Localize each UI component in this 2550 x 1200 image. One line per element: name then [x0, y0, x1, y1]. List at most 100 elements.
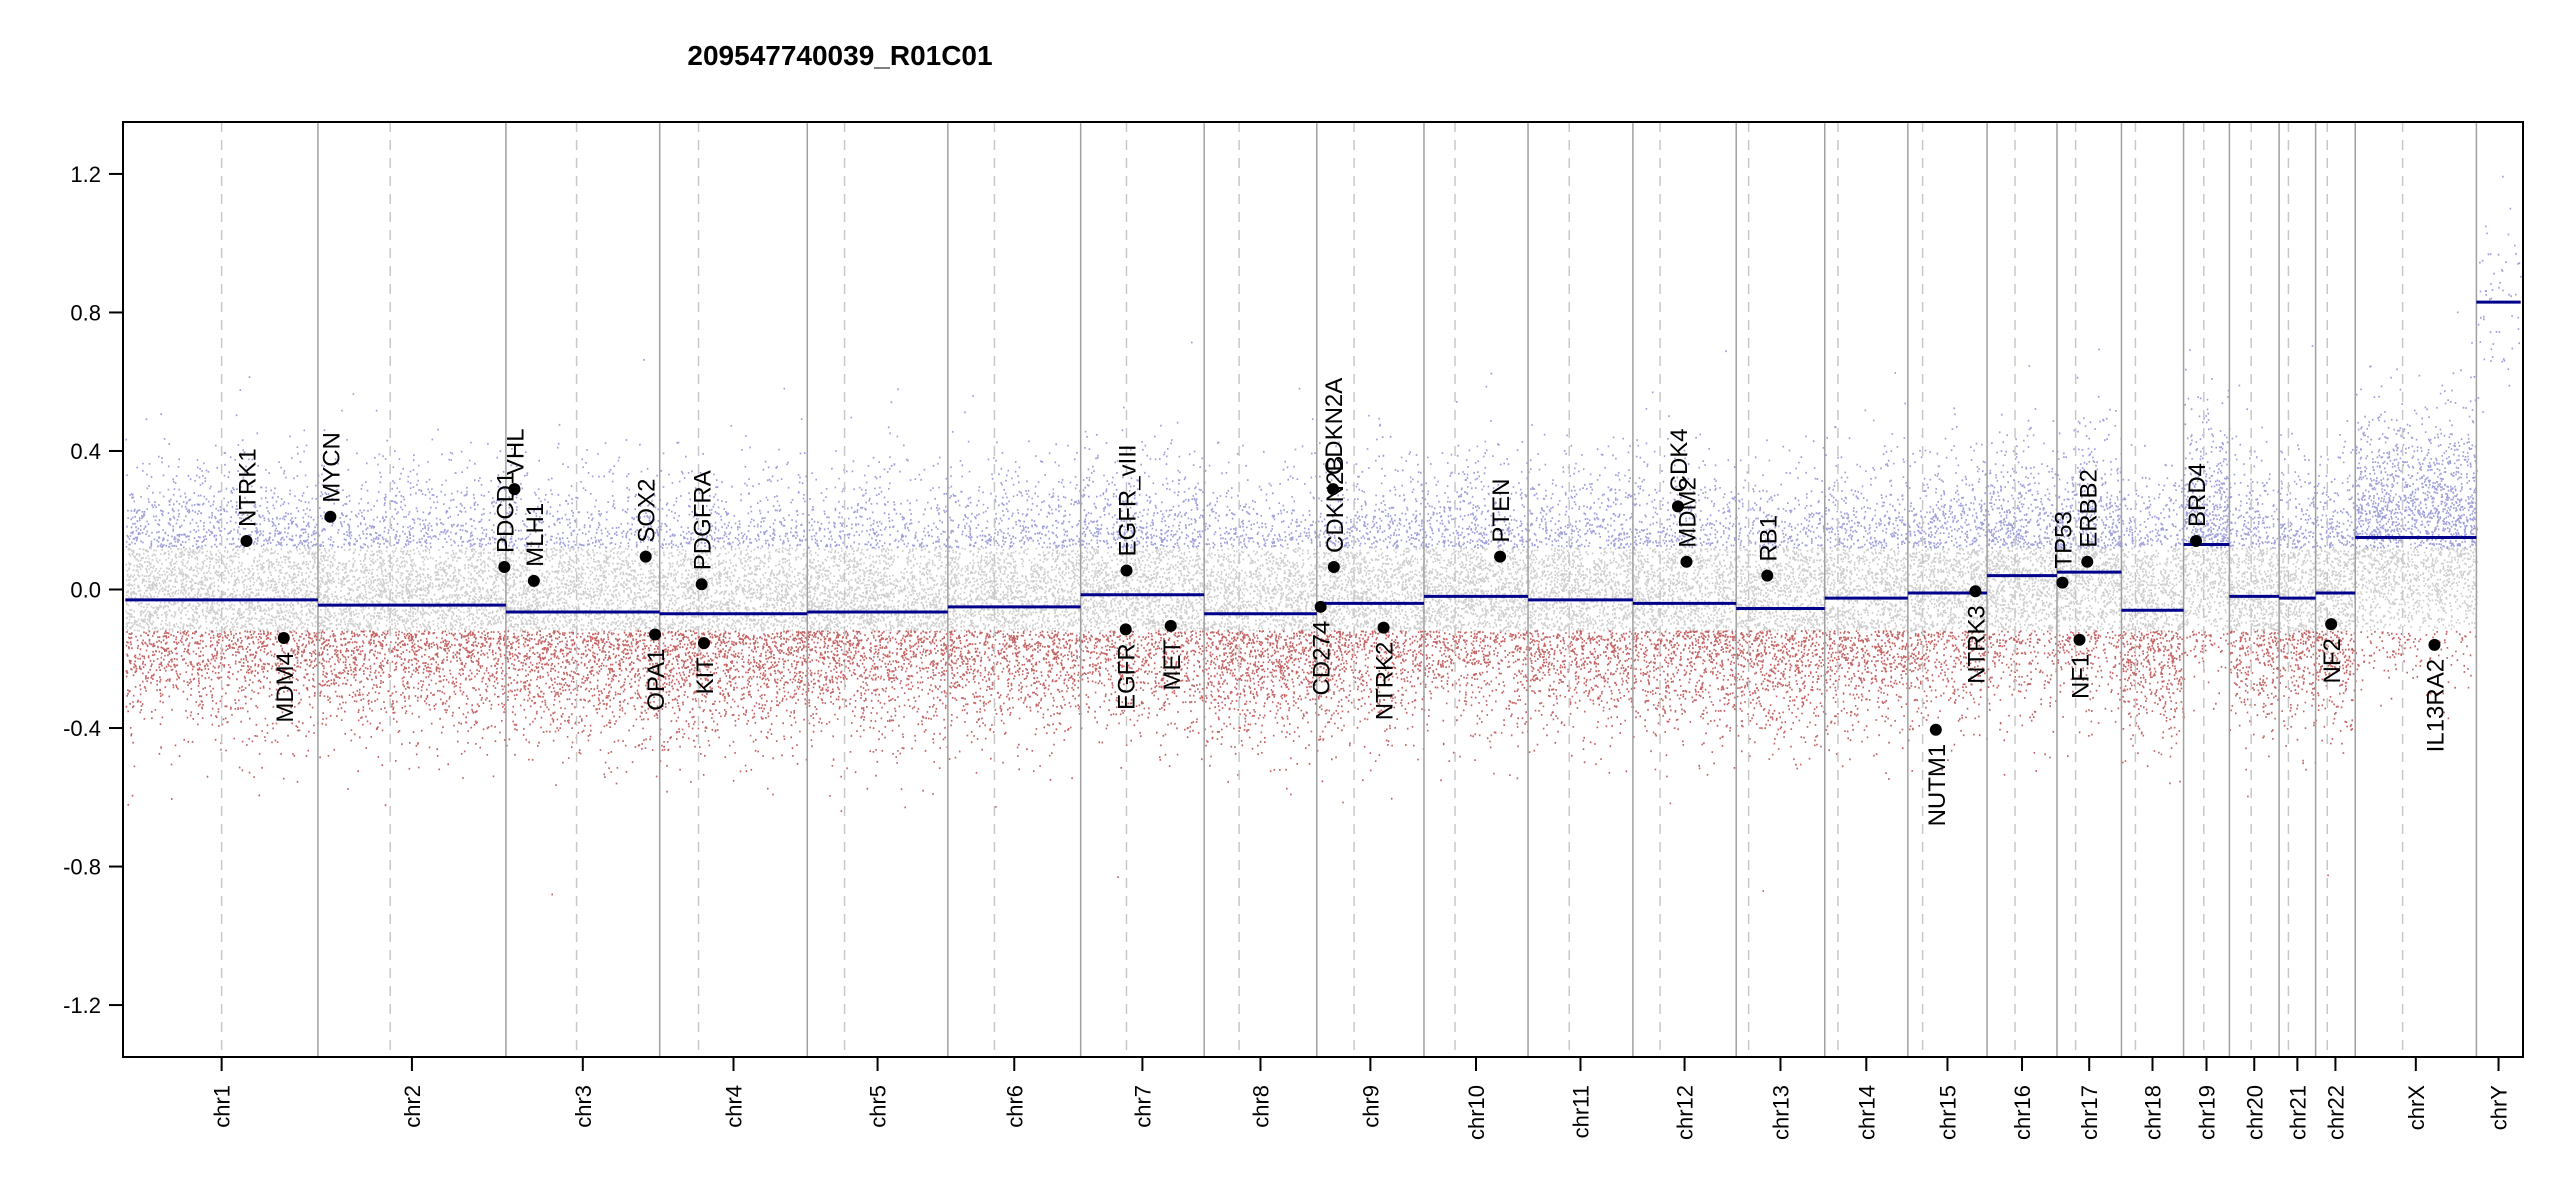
- gene-marker-brd4: [2190, 535, 2203, 548]
- x-tick-label: chrY: [2487, 1085, 2512, 1131]
- gene-marker-nutm1: [1929, 723, 1942, 736]
- gene-marker-mlh1: [527, 574, 540, 587]
- probe-points-chr10-neutral: [1424, 547, 1530, 632]
- probe-points-chr8-loss: [1204, 630, 1319, 796]
- probe-points-chr1-loss: [125, 630, 319, 806]
- x-tick-label: chr17: [2077, 1085, 2102, 1140]
- x-tick-label: chr5: [866, 1085, 891, 1128]
- chart-title: 209547740039_R01C01: [687, 40, 993, 71]
- segments-layer: [125, 300, 2521, 616]
- gene-label: MDM2: [1674, 477, 1701, 548]
- y-tick-label: 0.4: [70, 439, 101, 464]
- probe-points-chr21-neutral: [2279, 547, 2318, 632]
- probe-points-chrY-gain: [2477, 175, 2522, 413]
- gene-marker-met: [1164, 619, 1177, 632]
- x-tick-label: chr8: [1248, 1085, 1273, 1128]
- gene-label: CDKN2B: [1322, 456, 1349, 553]
- gene-label: EGFR_vIII: [1114, 444, 1141, 556]
- gene-label: IL13RA2: [2422, 659, 2449, 752]
- probe-points-chr10-gain: [1424, 372, 1530, 549]
- gene-marker-egfr_viii: [1120, 564, 1133, 577]
- probe-points-chr6-loss: [948, 630, 1083, 808]
- probe-points-chr6-neutral: [947, 547, 1083, 632]
- x-tick-label: chr6: [1002, 1085, 1027, 1128]
- probe-points-chr7-gain: [1080, 341, 1206, 549]
- gene-label: NF2: [2319, 638, 2346, 683]
- probe-points-chr2-loss: [318, 630, 508, 807]
- x-tick-label: chr12: [1673, 1085, 1698, 1140]
- x-tick-label: chr1: [210, 1085, 235, 1128]
- probe-points-chr19-neutral: [2183, 547, 2231, 632]
- chromosome-boundaries-layer: [220, 122, 2478, 1057]
- probe-points-chrX-loss: [2355, 630, 2477, 720]
- x-tick-label: chr19: [2194, 1085, 2219, 1140]
- probe-points-chrX-neutral: [2355, 547, 2478, 632]
- probe-points-chr8-neutral: [1204, 547, 1319, 632]
- probe-points-chr6-gain: [948, 395, 1082, 549]
- probe-points-chr10-loss: [1424, 630, 1530, 782]
- probe-points-chr18-loss: [2121, 630, 2186, 785]
- y-axis: -1.2 -0.8 -0.4 0.0 0.4 0.8 1.2: [63, 162, 123, 1018]
- gene-label: NTRK3: [1963, 605, 1990, 684]
- gene-label: PDGFRA: [690, 470, 717, 570]
- probe-points-chr22-neutral: [2315, 547, 2357, 632]
- probe-points-chr17-loss: [2057, 630, 2123, 757]
- gene-marker-nf1: [2073, 633, 2086, 646]
- probe-points-chr12-loss: [1632, 630, 1738, 805]
- gene-label: NTRK1: [234, 448, 261, 527]
- probe-points-layer: [125, 175, 2522, 896]
- gene-label: OPA1: [643, 649, 670, 711]
- y-tick-label: 0.0: [70, 578, 101, 603]
- gene-marker-nf2: [2325, 618, 2338, 631]
- x-tick-label: chr18: [2141, 1085, 2166, 1140]
- x-tick-label: chr3: [571, 1085, 596, 1128]
- gene-marker-opa1: [649, 628, 662, 641]
- y-tick-label: -1.2: [63, 993, 101, 1018]
- gene-marker-ntrk2: [1377, 621, 1390, 634]
- probe-points-chr14-neutral: [1824, 547, 1910, 632]
- gene-marker-mdm4: [277, 631, 290, 644]
- gene-label: PTEN: [1488, 479, 1515, 543]
- gene-marker-pdcd1: [498, 560, 511, 573]
- gene-marker-cdk4: [1671, 500, 1684, 513]
- probe-points-chr18-neutral: [2121, 547, 2186, 632]
- probe-points-chr21-gain: [2279, 345, 2317, 549]
- gene-label: MLH1: [522, 503, 549, 567]
- gene-marker-il13ra2: [2428, 638, 2441, 651]
- probe-points-chr14-loss: [1824, 630, 1910, 780]
- x-tick-label: chr11: [1568, 1085, 1593, 1138]
- probe-points-chr20-neutral: [2229, 547, 2281, 632]
- probe-points-chr3-gain: [506, 358, 662, 549]
- probe-points-chr22-gain: [2315, 420, 2357, 549]
- x-tick-label: chr16: [2010, 1085, 2035, 1140]
- probe-points-chr9-loss: [1316, 630, 1426, 804]
- gene-marker-cd274: [1314, 600, 1327, 613]
- y-tick-label: 1.2: [70, 162, 101, 187]
- probe-points-chr9-gain: [1317, 414, 1425, 549]
- x-tick-label: chr14: [1854, 1085, 1879, 1140]
- probe-points-chr3-loss: [505, 630, 662, 896]
- probe-points-chr20-loss: [2229, 630, 2281, 798]
- x-tick-label: chr22: [2323, 1085, 2348, 1140]
- gene-marker-cdkn2b: [1327, 560, 1340, 573]
- probe-points-chr12-neutral: [1633, 547, 1738, 632]
- probe-points-chr18-gain: [2122, 444, 2185, 548]
- probe-points-chr15-neutral: [1908, 547, 1989, 632]
- y-tick-label: 0.8: [70, 300, 101, 325]
- probe-points-chr5-neutral: [807, 547, 950, 632]
- probe-points-chr8-gain: [1204, 387, 1319, 549]
- x-tick-label: chr10: [1464, 1085, 1489, 1140]
- gene-marker-sox2: [639, 550, 652, 563]
- probe-points-chr2-gain: [318, 393, 507, 549]
- gene-marker-erbb2: [2081, 555, 2094, 568]
- x-tick-label: chr4: [721, 1085, 746, 1128]
- gene-marker-mycn: [324, 510, 337, 523]
- gene-label: NUTM1: [1924, 744, 1951, 827]
- gene-label: MET: [1159, 640, 1186, 691]
- probe-points-chr5-gain: [808, 388, 950, 549]
- probe-points-chr7-neutral: [1080, 547, 1206, 632]
- gene-label: MYCN: [318, 432, 345, 503]
- gene-label: NTRK2: [1372, 642, 1399, 721]
- x-axis: chr1 chr2 chr3 chr4 chr5 chr6 chr7 chr8 chr9 chr1…: [210, 1057, 2512, 1140]
- probe-points-chr15-gain: [1908, 407, 1988, 549]
